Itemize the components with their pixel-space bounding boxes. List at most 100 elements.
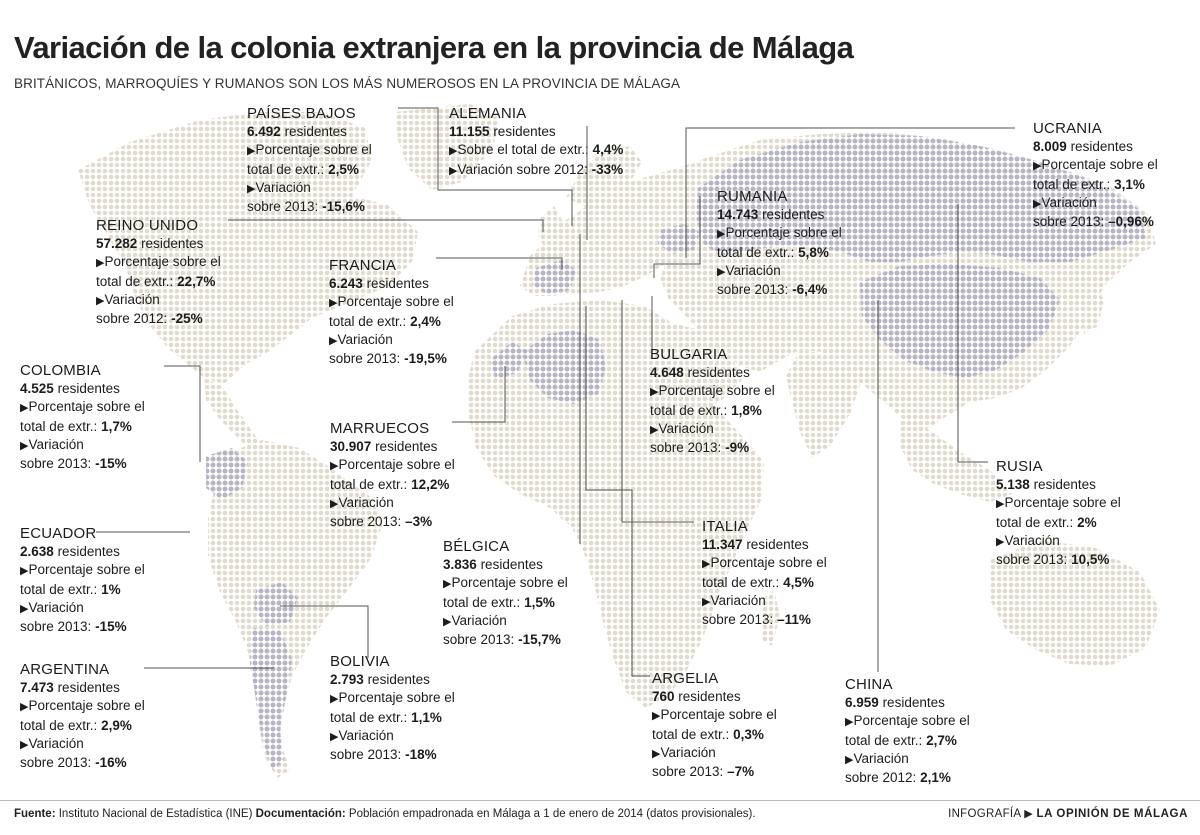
triangle-right-icon: ▶ bbox=[652, 747, 661, 760]
triangle-right-icon: ▶ bbox=[717, 265, 726, 278]
russia-highlight bbox=[696, 134, 1146, 262]
triangle-right-icon: ▶ bbox=[845, 716, 854, 729]
pct-label: Porcentaje sobre el bbox=[28, 698, 145, 714]
pct-label: Porcentaje sobre el bbox=[658, 383, 775, 399]
label-argelia: ARGELIA 760 residentes ▶Porcentaje sobre… bbox=[652, 670, 777, 781]
pct-label: Porcentaje sobre el bbox=[660, 707, 777, 723]
credit-prefix: INFOGRAFÍA bbox=[948, 808, 1021, 820]
triangle-right-icon: ▶ bbox=[20, 738, 29, 751]
triangle-right-icon: ▶ bbox=[702, 595, 711, 608]
pct-value: 4,5% bbox=[783, 574, 814, 590]
var-year: sobre 2013: bbox=[20, 456, 92, 472]
var-value: -25% bbox=[171, 311, 203, 327]
var-value: –0,96% bbox=[1108, 214, 1154, 230]
triangle-right-icon: ▶ bbox=[996, 498, 1005, 511]
var-label: Variación bbox=[658, 420, 714, 436]
country-name: CHINA bbox=[845, 676, 893, 693]
residents-label: residentes bbox=[687, 365, 750, 381]
country-name: ITALIA bbox=[702, 518, 748, 535]
pct-label: total de extr.: bbox=[330, 709, 408, 725]
footer-credit: INFOGRAFÍA ▶ LA OPINIÓN DE MÁLAGA bbox=[948, 807, 1188, 820]
leader-marruecos bbox=[452, 366, 506, 423]
pct-value: 0,3% bbox=[733, 726, 764, 742]
pct-value: 1,1% bbox=[411, 709, 442, 725]
var-label: Variación bbox=[660, 744, 716, 760]
pct-label: Porcentaje sobre el bbox=[338, 457, 455, 473]
leader-italia bbox=[621, 300, 694, 523]
triangle-right-icon: ▶ bbox=[650, 423, 659, 436]
pct-label: total de extr.: bbox=[96, 273, 174, 289]
pct-label: total de extr.: bbox=[650, 402, 728, 418]
country-name: ALEMANIA bbox=[449, 105, 527, 122]
var-value: 2,1% bbox=[920, 770, 951, 786]
var-label: Variación bbox=[28, 436, 84, 452]
country-name: COLOMBIA bbox=[20, 362, 101, 379]
country-name: BÉLGICA bbox=[443, 538, 510, 555]
leader-colombia bbox=[164, 365, 201, 462]
residents-count: 4.525 bbox=[20, 381, 54, 397]
triangle-right-icon: ▶ bbox=[330, 693, 339, 706]
pct-value: 5,8% bbox=[798, 244, 829, 260]
residents-label: residentes bbox=[882, 695, 945, 711]
spain-shape bbox=[532, 260, 576, 294]
page-subtitle: BRITÁNICOS, MARROQUÍES Y RUMANOS SON LOS… bbox=[14, 76, 681, 91]
pct-value: 22,7% bbox=[177, 273, 216, 289]
var-year: sobre 2012: bbox=[845, 770, 917, 786]
pct-label: total de extr.: bbox=[845, 732, 923, 748]
var-value: -15% bbox=[95, 456, 127, 472]
africa-shape bbox=[468, 300, 764, 708]
pct-label: total de extr.: bbox=[702, 574, 780, 590]
residents-label: residentes bbox=[57, 680, 120, 696]
pct-value: 1,8% bbox=[731, 402, 762, 418]
china-highlight bbox=[860, 264, 1060, 378]
residents-label: residentes bbox=[678, 689, 741, 705]
residents-label: residentes bbox=[57, 381, 120, 397]
var-value: –7% bbox=[727, 764, 755, 780]
pct-label: Porcentaje sobre el bbox=[725, 225, 842, 241]
residents-label: residentes bbox=[284, 124, 347, 140]
residents-count: 8.009 bbox=[1033, 139, 1067, 155]
triangle-right-icon: ▶ bbox=[996, 535, 1005, 548]
var-year: sobre 2013: bbox=[996, 552, 1068, 568]
triangle-right-icon: ▶ bbox=[20, 701, 29, 714]
leader-francia bbox=[436, 257, 563, 270]
country-name: BULGARIA bbox=[650, 346, 728, 363]
country-name: PAÍSES BAJOS bbox=[247, 105, 356, 122]
triangle-right-icon: ▶ bbox=[96, 294, 105, 307]
var-label: Variación bbox=[725, 262, 781, 278]
residents-count: 30.907 bbox=[330, 439, 372, 455]
residents-count: 57.282 bbox=[96, 236, 138, 252]
source-text: Instituto Nacional de Estadística (INE) bbox=[58, 808, 253, 820]
pct-value: 1,7% bbox=[101, 418, 132, 434]
label-colombia: COLOMBIA 4.525 residentes ▶Porcentaje so… bbox=[20, 362, 145, 473]
pct-value: 4,4% bbox=[592, 142, 624, 158]
var-value: -6,4% bbox=[792, 282, 828, 298]
residents-count: 760 bbox=[652, 689, 675, 705]
label-rumania: RUMANIA 14.743 residentes ▶Porcentaje so… bbox=[717, 188, 842, 299]
var-label: Variación bbox=[1041, 194, 1097, 210]
residents-label: residentes bbox=[493, 124, 556, 140]
label-alemania: ALEMANIA 11.155 residentes ▶Sobre el tot… bbox=[449, 105, 623, 180]
residents-count: 5.138 bbox=[996, 477, 1030, 493]
triangle-right-icon: ▶ bbox=[20, 439, 29, 452]
leader-ucrania bbox=[685, 127, 1015, 258]
pct-label: total de extr.: bbox=[329, 313, 407, 329]
country-name: MARRUECOS bbox=[330, 420, 430, 437]
var-value: -15% bbox=[95, 619, 127, 635]
leader-rumania bbox=[653, 196, 701, 278]
triangle-right-icon: ▶ bbox=[20, 402, 29, 415]
pct-label: Porcentaje sobre el bbox=[104, 254, 221, 270]
pct-label: Porcentaje sobre el bbox=[338, 690, 455, 706]
triangle-right-icon: ▶ bbox=[330, 497, 339, 510]
residents-count: 6.492 bbox=[247, 124, 281, 140]
var-label: Variación bbox=[451, 612, 507, 628]
highlighted-countries bbox=[206, 134, 1146, 770]
residents-count: 14.743 bbox=[717, 207, 759, 223]
var-year: sobre 2012: bbox=[96, 311, 168, 327]
var-label: Variación bbox=[104, 291, 160, 307]
colombia-highlight bbox=[206, 448, 248, 500]
india-shape bbox=[786, 350, 862, 458]
pct-label: Porcentaje sobre el bbox=[1041, 157, 1158, 173]
pct-label: total de extr.: bbox=[1033, 176, 1111, 192]
